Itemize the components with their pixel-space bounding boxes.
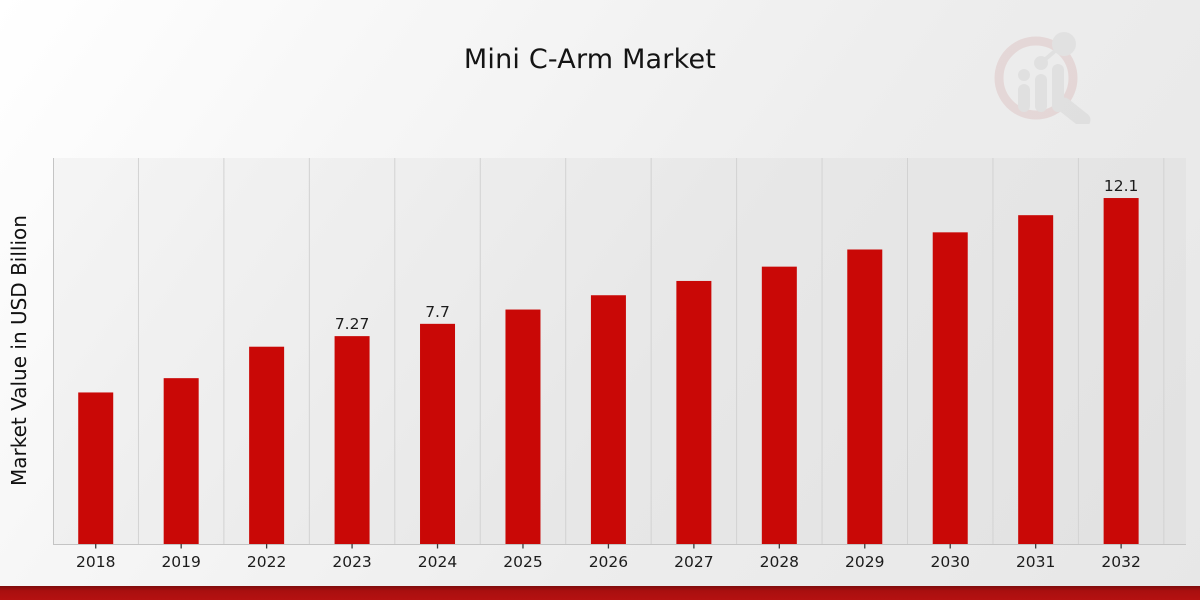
bar-2025 [505, 309, 541, 544]
y-axis-label: Market Value in USD Billion [7, 215, 31, 487]
plot-area: 2018 2019 2022 2023 7.27 2024 7.7 2025 2026 2027 2… [53, 158, 1186, 571]
bar-2030 [932, 232, 968, 544]
bar-value-label: 12.1 [1104, 177, 1139, 195]
bar-2031 [1018, 215, 1054, 544]
bar-2028 [761, 266, 797, 544]
bar-2022 [249, 346, 285, 544]
x-tick-label: 2032 [1101, 553, 1140, 571]
bottom-red-band [0, 586, 1200, 600]
x-tick-label: 2018 [76, 553, 115, 571]
bar-2029 [847, 249, 883, 544]
x-tick-label: 2026 [589, 553, 628, 571]
x-tick-label: 2025 [503, 553, 542, 571]
x-tick-label: 2027 [674, 553, 713, 571]
bar-2027 [676, 280, 712, 544]
x-tick-label: 2024 [418, 553, 457, 571]
bar-value-label: 7.7 [425, 303, 450, 321]
bar-2018 [78, 392, 114, 544]
bar-2019 [163, 378, 199, 544]
x-tick-label: 2022 [247, 553, 286, 571]
bar-2024 [420, 323, 456, 544]
x-tick-label: 2031 [1016, 553, 1055, 571]
bar-value-label: 7.27 [335, 315, 370, 333]
chart-title: Mini C-Arm Market [463, 44, 717, 75]
x-tick-label: 2029 [845, 553, 884, 571]
chart-canvas: 2018 2019 2022 2023 7.27 2024 7.7 2025 2026 2027 2… [53, 158, 1186, 571]
bar-2026 [590, 295, 626, 544]
x-tick-label: 2019 [161, 553, 200, 571]
x-tick-label: 2023 [332, 553, 371, 571]
x-tick-label: 2030 [930, 553, 969, 571]
magnifier-bar-chart-logo-icon [994, 32, 1091, 124]
bar-2032 [1103, 198, 1139, 544]
bar-2023 [334, 336, 370, 544]
x-tick-label: 2028 [760, 553, 799, 571]
